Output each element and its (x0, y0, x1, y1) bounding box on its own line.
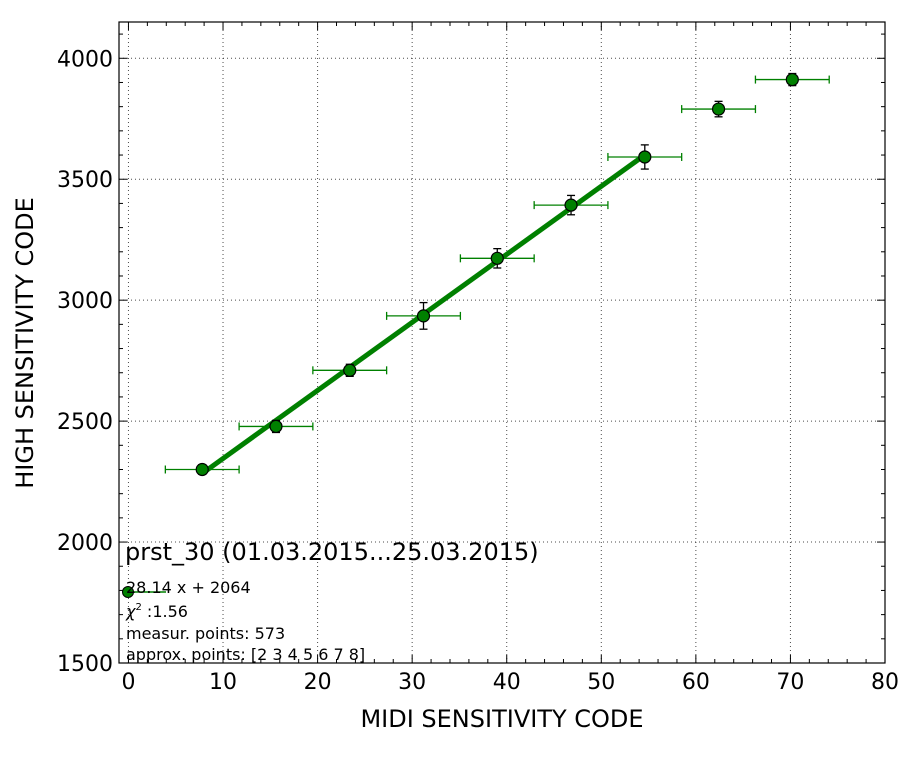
chi-square: χ2 :1.56 (125, 602, 188, 621)
y-tick-label: 3000 (57, 289, 113, 314)
x-tick-labels: 0 10 20 30 40 50 60 70 80 (121, 670, 899, 695)
y-tick-label: 2000 (57, 531, 113, 556)
plot-frame (118, 21, 886, 664)
y-axis-label: HIGH SENSITIVITY CODE (11, 197, 39, 489)
approx-points: approx. points: [2 3 4 5 6 7 8] (126, 645, 365, 664)
y-tick-label: 4000 (57, 47, 113, 72)
x-axis-label: MIDI SENSITIVITY CODE (360, 705, 643, 733)
annotation: prst_30 (01.03.2015...25.03.2015) 28.14 … (122, 538, 539, 664)
data-point (490, 251, 504, 265)
data-point (785, 72, 799, 87)
fit-equation: 28.14 x + 2064 (126, 578, 251, 597)
x-tick-label: 70 (776, 670, 804, 695)
x-tick-label: 30 (398, 670, 426, 695)
data-point (564, 198, 578, 212)
legend-marker (122, 586, 134, 598)
points (195, 72, 799, 477)
x-tick-label: 60 (682, 670, 710, 695)
x-tick-label: 0 (121, 670, 135, 695)
y-tick-label: 1500 (57, 652, 113, 677)
y-tick-label: 2500 (57, 410, 113, 435)
measur-points: measur. points: 573 (126, 624, 285, 643)
x-tick-label: 50 (587, 670, 615, 695)
data-point (638, 150, 652, 164)
y-tick-label: 3500 (57, 168, 113, 193)
data-point (195, 462, 209, 477)
data-point (711, 102, 726, 116)
data-point (343, 363, 357, 377)
chi-exponent: 2 (135, 602, 141, 613)
x-tick-label: 20 (304, 670, 332, 695)
x-tick-label: 10 (209, 670, 237, 695)
y-tick-labels: 1500 2000 2500 3000 3500 4000 (57, 47, 113, 677)
annotation-title: prst_30 (01.03.2015...25.03.2015) (125, 538, 539, 566)
chi-symbol: χ (125, 602, 136, 621)
data-point (416, 309, 431, 323)
grid (119, 22, 885, 663)
x-tick-label: 80 (871, 670, 899, 695)
chi-value: :1.56 (142, 602, 188, 621)
x-tick-label: 40 (493, 670, 521, 695)
data-point (269, 419, 283, 434)
